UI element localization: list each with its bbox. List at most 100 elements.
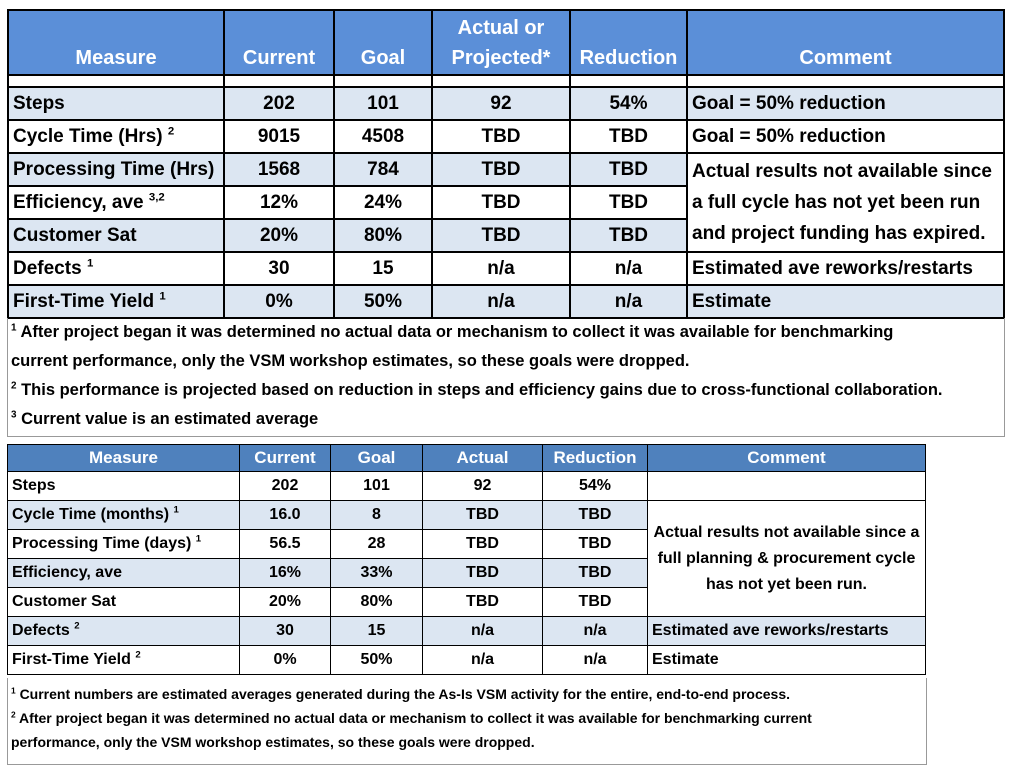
row-comment: Goal = 50% reduction xyxy=(686,119,1005,154)
row-actual: n/a xyxy=(422,645,543,675)
row-current: 1568 xyxy=(223,152,335,187)
footnote: 3 Current value is an estimated average xyxy=(11,409,319,428)
row-reduction: TBD xyxy=(542,529,648,559)
table1-header-row: Measure Current Goal Actual or Projected… xyxy=(7,9,1005,76)
row-goal: 50% xyxy=(330,645,423,675)
row-goal: 33% xyxy=(330,558,423,588)
row-reduction: TBD xyxy=(569,152,688,187)
header-actual-line2: Projected* xyxy=(451,47,551,69)
row-reduction: n/a xyxy=(569,251,688,286)
row-goal: 80% xyxy=(333,218,433,253)
footnote-continuation: performance, only the VSM workshop estim… xyxy=(11,734,535,750)
row-reduction: n/a xyxy=(542,616,648,646)
footnote-ref: 1 xyxy=(159,290,166,303)
table-row: Processing Time (Hrs) 1568 784 TBD TBD A… xyxy=(7,152,1005,253)
row-reduction: TBD xyxy=(569,119,688,154)
table-row: First-Time Yield 1 0% 50% n/a n/a Estima… xyxy=(7,284,1005,319)
header-current: Current xyxy=(223,9,335,76)
row-comment: Goal = 50% reduction xyxy=(686,86,1005,121)
row-measure: Processing Time (days) xyxy=(12,535,192,552)
footnote-ref: 1 xyxy=(173,504,179,516)
row-actual: TBD xyxy=(431,218,571,253)
row-actual: TBD xyxy=(431,119,571,154)
row-current: 56.5 xyxy=(239,529,331,559)
row-current: 30 xyxy=(239,616,331,646)
row-measure: Defects xyxy=(13,257,82,279)
header-reduction: Reduction xyxy=(542,444,648,472)
row-reduction: 54% xyxy=(542,471,648,501)
row-reduction: TBD xyxy=(542,500,648,530)
table-row: Efficiency, ave 3,2 12% 24% TBD TBD xyxy=(7,185,1004,220)
table-row: Customer Sat 20% 80% TBD TBD xyxy=(7,587,926,617)
table-row: Cycle Time (months) 1 16.0 8 TBD TBD Act… xyxy=(7,500,926,617)
row-reduction: TBD xyxy=(542,558,648,588)
row-reduction: TBD xyxy=(569,218,688,253)
header-goal: Goal xyxy=(330,444,423,472)
table-row: Steps 202 101 92 54% Goal = 50% reductio… xyxy=(7,86,1005,121)
row-measure: Efficiency, ave xyxy=(13,191,144,213)
footnote-continuation: current performance, only the VSM worksh… xyxy=(11,352,690,370)
row-measure: Customer Sat xyxy=(13,224,137,246)
row-goal: 15 xyxy=(333,251,433,286)
row-goal: 101 xyxy=(333,86,433,121)
row-actual: n/a xyxy=(431,284,571,319)
row-measure: First-Time Yield xyxy=(12,651,131,668)
row-current: 16% xyxy=(239,558,331,588)
header-comment: Comment xyxy=(647,444,926,472)
header-comment: Comment xyxy=(686,9,1005,76)
row-goal: 50% xyxy=(333,284,433,319)
row-reduction: TBD xyxy=(569,185,688,220)
row-measure: Customer Sat xyxy=(7,587,240,617)
row-measure: Processing Time (Hrs) xyxy=(13,158,215,180)
row-goal: 8 xyxy=(330,500,423,530)
row-reduction: n/a xyxy=(569,284,688,319)
table1-footnotes: 1 After project began it was determined … xyxy=(7,318,1005,437)
table-row: Defects 2 30 15 n/a n/a Estimated ave re… xyxy=(7,616,926,646)
row-measure: Steps xyxy=(13,92,65,114)
table-row: Cycle Time (Hrs) 2 9015 4508 TBD TBD Goa… xyxy=(7,119,1005,154)
row-measure: Defects xyxy=(12,622,70,639)
table-row: Customer Sat 20% 80% TBD TBD xyxy=(7,218,1004,253)
row-reduction: TBD xyxy=(542,587,648,617)
row-actual: TBD xyxy=(422,587,543,617)
row-measure: Cycle Time (Hrs) xyxy=(13,125,163,147)
row-comment: Estimate xyxy=(647,645,926,675)
footnote: 1 After project began it was determined … xyxy=(11,322,894,341)
header-actual-line1: Actual or xyxy=(457,17,545,39)
table2-header-row: Measure Current Goal Actual Reduction Co… xyxy=(7,444,926,472)
row-actual: TBD xyxy=(431,152,571,187)
table-row: Processing Time (days) 1 56.5 28 TBD TBD xyxy=(7,529,926,559)
footnote-ref: 1 xyxy=(86,257,94,270)
footnote-ref: 3,2 xyxy=(148,191,165,204)
merged-comment: Actual results not available since a ful… xyxy=(686,152,1005,253)
footnote-ref: 1 xyxy=(195,533,202,545)
table-row: Steps 202 101 92 54% xyxy=(7,471,926,501)
row-actual: n/a xyxy=(431,251,571,286)
row-current: 0% xyxy=(223,284,335,319)
row-measure: Efficiency, ave xyxy=(7,558,240,588)
row-current: 202 xyxy=(223,86,335,121)
table2-footnotes: 1 Current numbers are estimated averages… xyxy=(7,678,927,765)
row-measure: Steps xyxy=(7,471,240,501)
row-actual: TBD xyxy=(422,558,543,588)
row-goal: 15 xyxy=(330,616,423,646)
row-current: 20% xyxy=(223,218,335,253)
row-actual: 92 xyxy=(431,86,571,121)
row-current: 12% xyxy=(223,185,335,220)
row-goal: 784 xyxy=(333,152,433,187)
row-comment: Estimate xyxy=(686,284,1005,319)
row-actual: TBD xyxy=(431,185,571,220)
footnote: 2 This performance is projected based on… xyxy=(11,380,943,399)
merged-comment: Actual results not available since a ful… xyxy=(647,500,926,617)
table-row: First-Time Yield 2 0% 50% n/a n/a Estima… xyxy=(7,645,926,675)
footnote-ref: 2 xyxy=(167,125,175,138)
row-reduction: n/a xyxy=(542,645,648,675)
row-goal: 4508 xyxy=(333,119,433,154)
metrics-table-months: Measure Current Goal Actual Reduction Co… xyxy=(7,444,926,675)
header-current: Current xyxy=(239,444,331,472)
header-goal: Goal xyxy=(333,9,433,76)
row-actual: 92 xyxy=(422,471,543,501)
row-current: 9015 xyxy=(223,119,335,154)
row-goal: 24% xyxy=(333,185,433,220)
row-measure: First-Time Yield xyxy=(13,290,155,312)
